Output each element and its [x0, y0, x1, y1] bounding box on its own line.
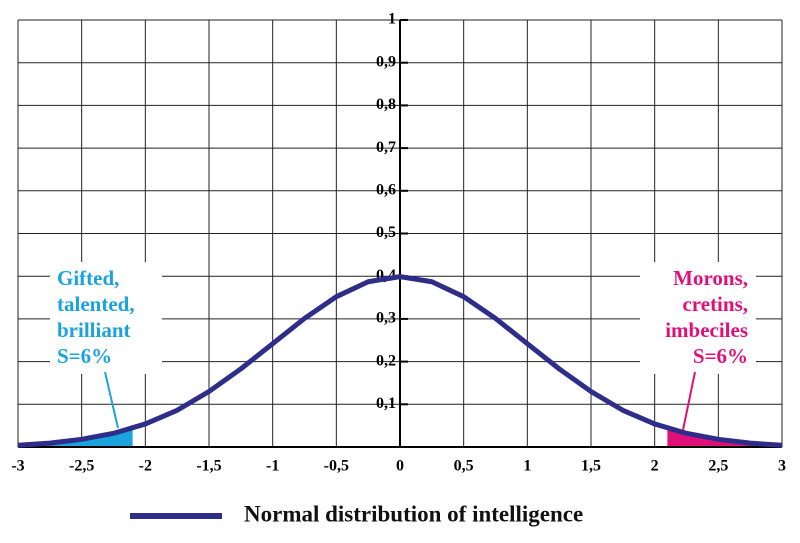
annotation-text: Morons, — [673, 266, 748, 290]
legend-label: Normal distribution of intelligence — [244, 501, 583, 526]
annotation-pointer — [682, 371, 696, 431]
x-tick-label: 0,5 — [454, 458, 474, 475]
annotation-text: talented, — [57, 292, 135, 316]
y-tick-label: 0,9 — [376, 53, 396, 70]
annotation-text: Gifted, — [57, 266, 119, 290]
shaded-area — [667, 428, 782, 447]
shaded-area — [18, 428, 133, 447]
annotation-text: S=6% — [57, 344, 112, 368]
x-tick-label: -1,5 — [196, 458, 221, 475]
y-tick-label: 0,3 — [376, 310, 396, 327]
x-tick-label: 3 — [778, 458, 786, 475]
y-tick-label: 0,5 — [376, 224, 396, 241]
y-tick-label: 1 — [388, 11, 396, 28]
x-tick-label: -2,5 — [69, 458, 94, 475]
curve — [17, 274, 783, 448]
x-tick-label: 1,5 — [581, 458, 601, 475]
x-tick-label: -3 — [11, 458, 24, 475]
annotation-text: S=6% — [693, 344, 748, 368]
annotation-text: brilliant — [57, 318, 131, 342]
annotation-text: imbeciles — [665, 318, 748, 342]
annotation-pointer — [104, 371, 119, 429]
y-tick-label: 0,6 — [376, 181, 396, 198]
annotation-text: cretins, — [682, 292, 748, 316]
x-tick-label: 1 — [523, 458, 531, 475]
x-tick-label: 0 — [396, 458, 404, 475]
x-tick-label: 2 — [651, 458, 659, 475]
y-tick-label: 0,8 — [376, 96, 396, 113]
y-tick-label: 0,1 — [376, 395, 396, 412]
x-tick-label: -0,5 — [324, 458, 349, 475]
x-tick-label: -2 — [139, 458, 152, 475]
y-tick-label: 0,2 — [376, 352, 396, 369]
x-tick-label: -1 — [266, 458, 279, 475]
y-tick-label: 0,7 — [376, 139, 396, 156]
annotation-bg — [50, 262, 162, 374]
x-tick-label: 2,5 — [708, 458, 728, 475]
annotation-bg — [640, 262, 756, 374]
